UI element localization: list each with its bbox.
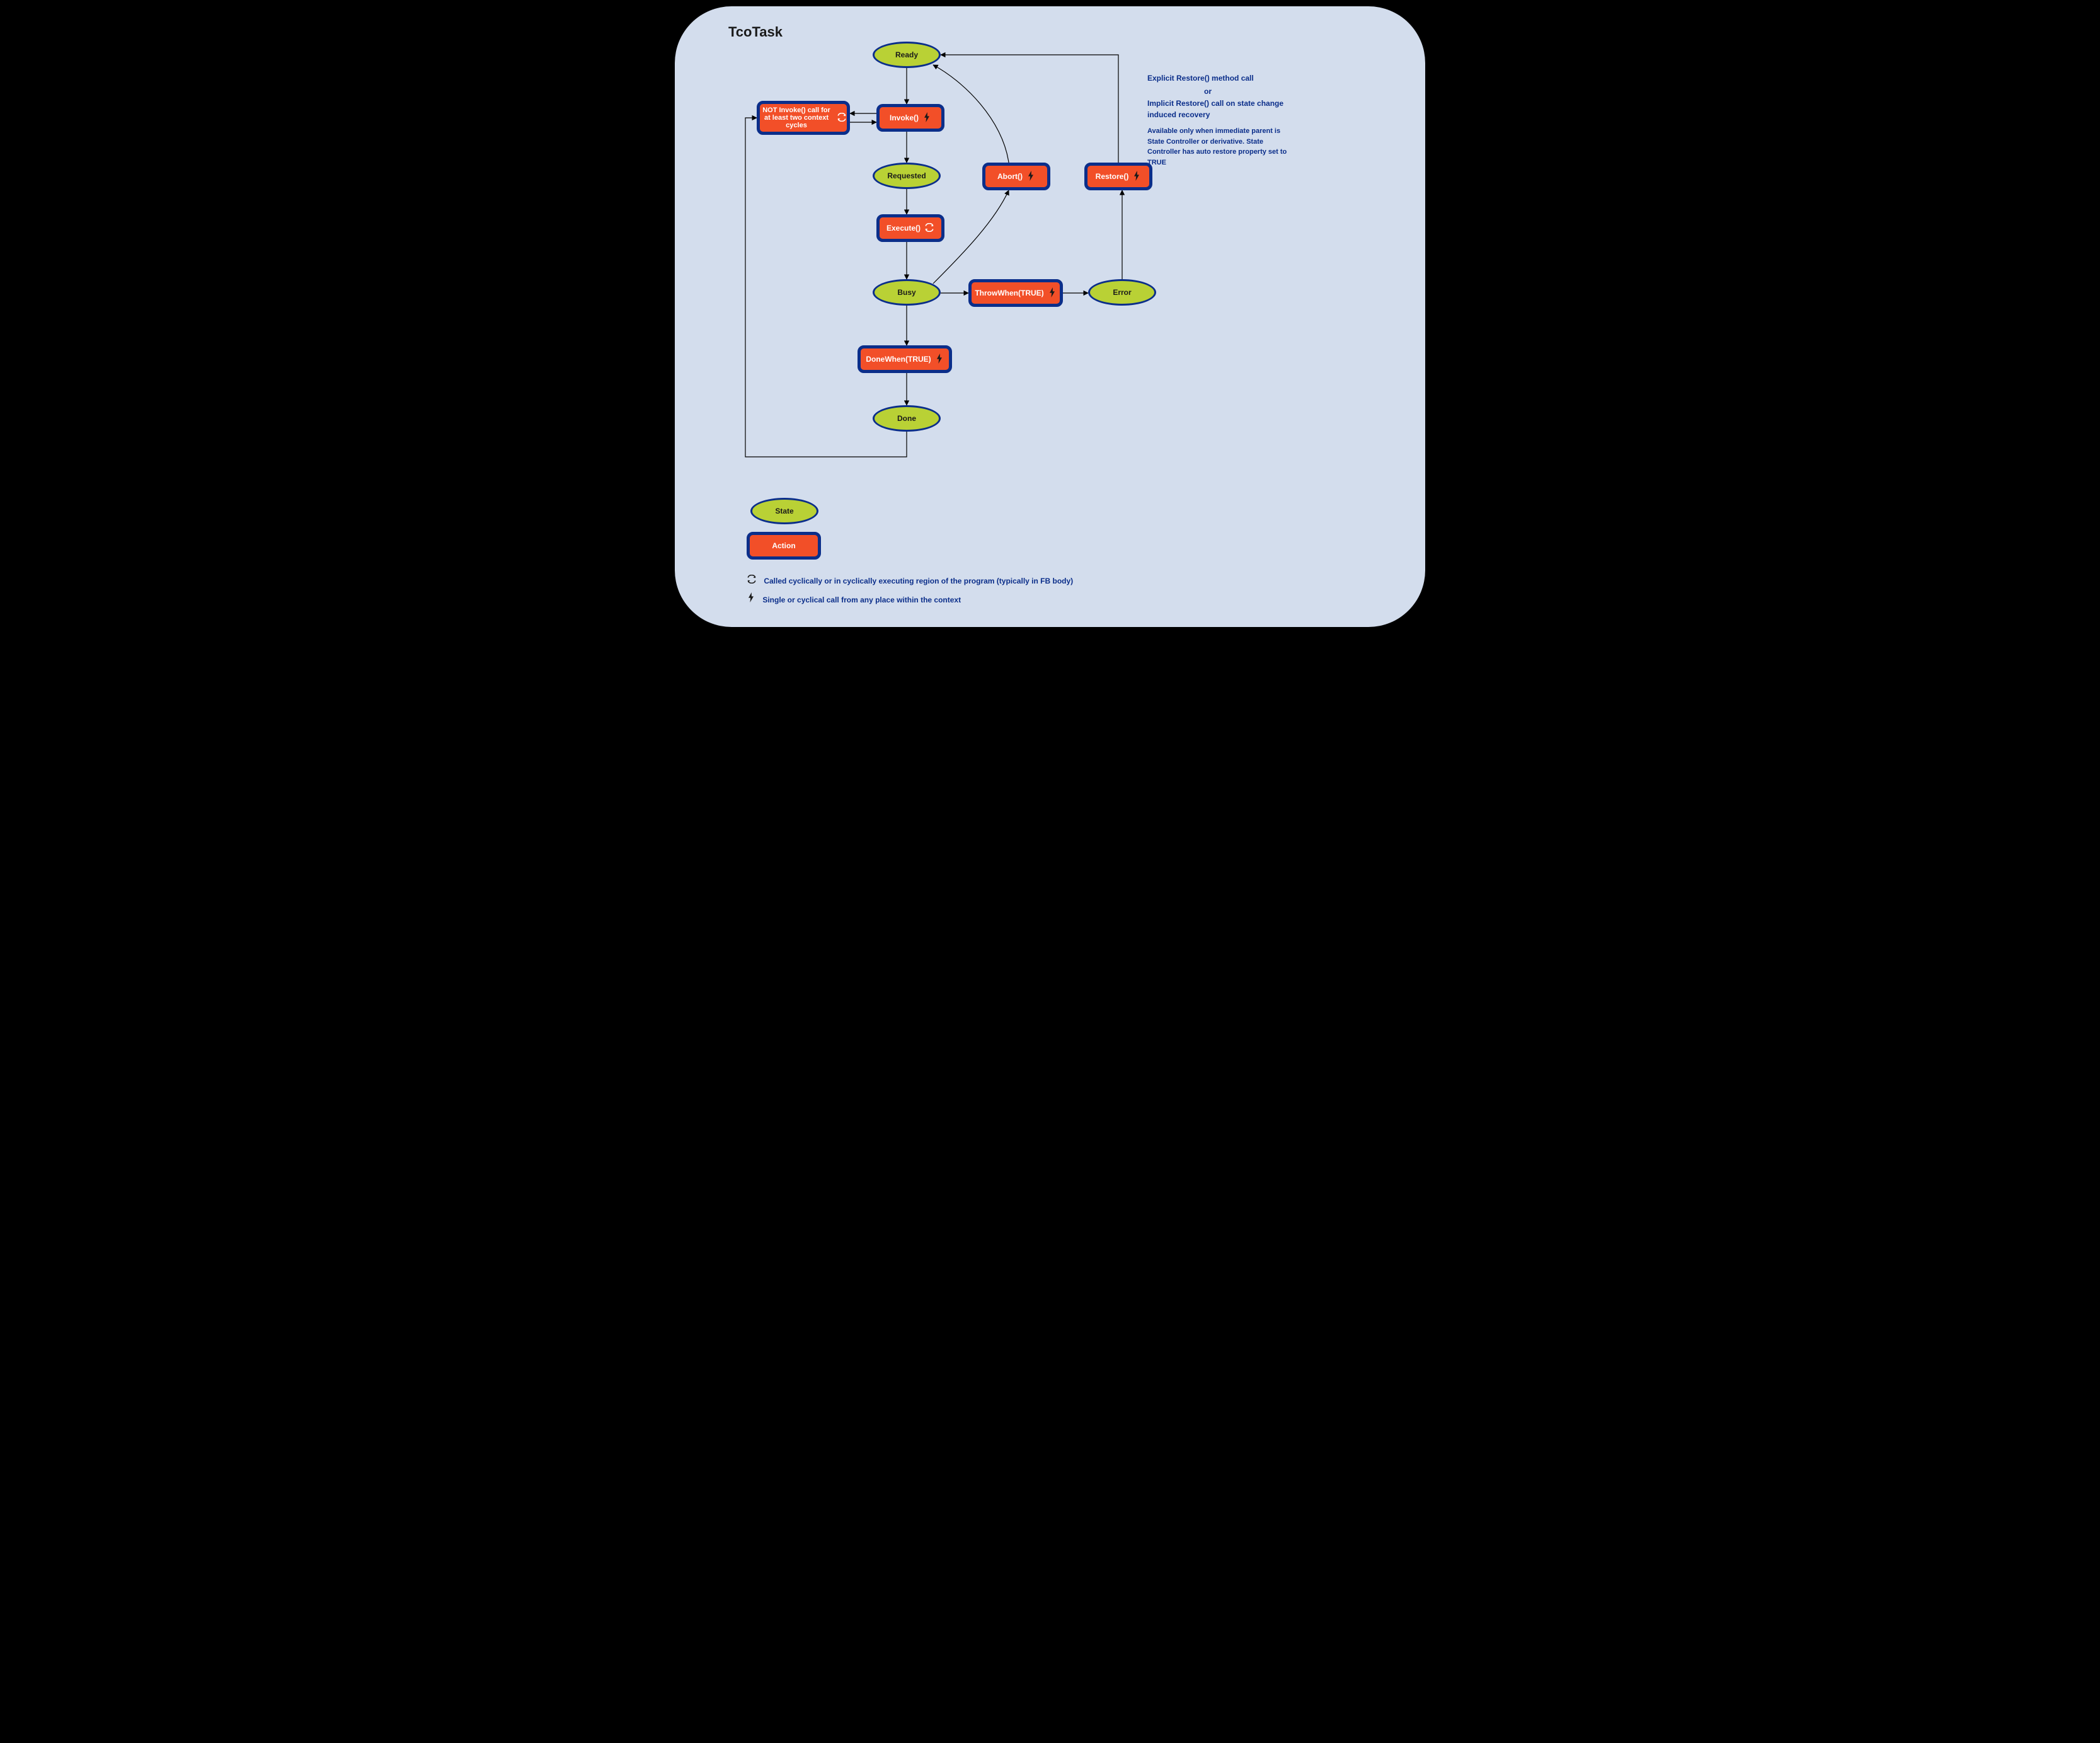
diagram-title: TcoTask [728,24,783,40]
node-label: DoneWhen(TRUE) [866,355,931,364]
node-label: Busy [897,288,915,297]
note-implicit: Implicit Restore() call on state change … [1147,98,1286,120]
bolt-icon [922,112,931,124]
node-ready: Ready [873,42,941,68]
node-label: NOT Invoke() call for at least two conte… [760,106,833,129]
legend-bolt-text: Single or cyclical call from any place w… [762,595,961,604]
node-label: ThrowWhen(TRUE) [975,289,1043,297]
legend-cycle-desc: Called cyclically or in cyclically execu… [747,575,1073,585]
note-explicit: Explicit Restore() method call [1147,72,1254,84]
node-donewhen: DoneWhen(TRUE) [858,345,952,373]
node-error: Error [1088,279,1156,306]
node-done: Done [873,405,941,432]
node-label: Abort() [997,172,1023,181]
diagram-canvas: TcoTask Ready NOT Invoke() call for at le… [668,0,1432,633]
legend-state-label: State [775,507,793,515]
note-available: Available only when immediate parent is … [1147,126,1292,168]
node-label: Restore() [1096,172,1129,181]
node-label: Ready [895,50,918,59]
cycle-icon [747,575,757,584]
node-label: Requested [887,171,926,180]
node-execute: Execute() [876,214,944,242]
note-or: or [1204,86,1212,97]
node-throwwhen: ThrowWhen(TRUE) [968,279,1063,307]
cycle-icon [837,113,847,124]
legend-state: State [750,498,818,524]
bolt-icon [1048,287,1057,299]
node-invoke: Invoke() [876,104,944,132]
bolt-icon [1132,171,1141,183]
bolt-icon [747,592,755,602]
node-busy: Busy [873,279,941,306]
node-requested: Requested [873,163,941,189]
legend-bolt-desc: Single or cyclical call from any place w… [747,592,961,604]
bolt-icon [935,354,944,365]
node-label: Done [897,414,916,423]
legend-cycle-text: Called cyclically or in cyclically execu… [764,577,1073,585]
node-not_invoke: NOT Invoke() call for at least two conte… [757,101,850,135]
node-restore: Restore() [1084,163,1152,190]
legend-action-label: Action [772,541,795,550]
node-label: Execute() [886,224,921,233]
cycle-icon [924,223,934,234]
bolt-icon [1026,171,1035,183]
node-abort: Abort() [982,163,1050,190]
node-label: Invoke() [890,113,919,122]
legend-action: Action [747,532,821,560]
node-label: Error [1113,288,1131,297]
